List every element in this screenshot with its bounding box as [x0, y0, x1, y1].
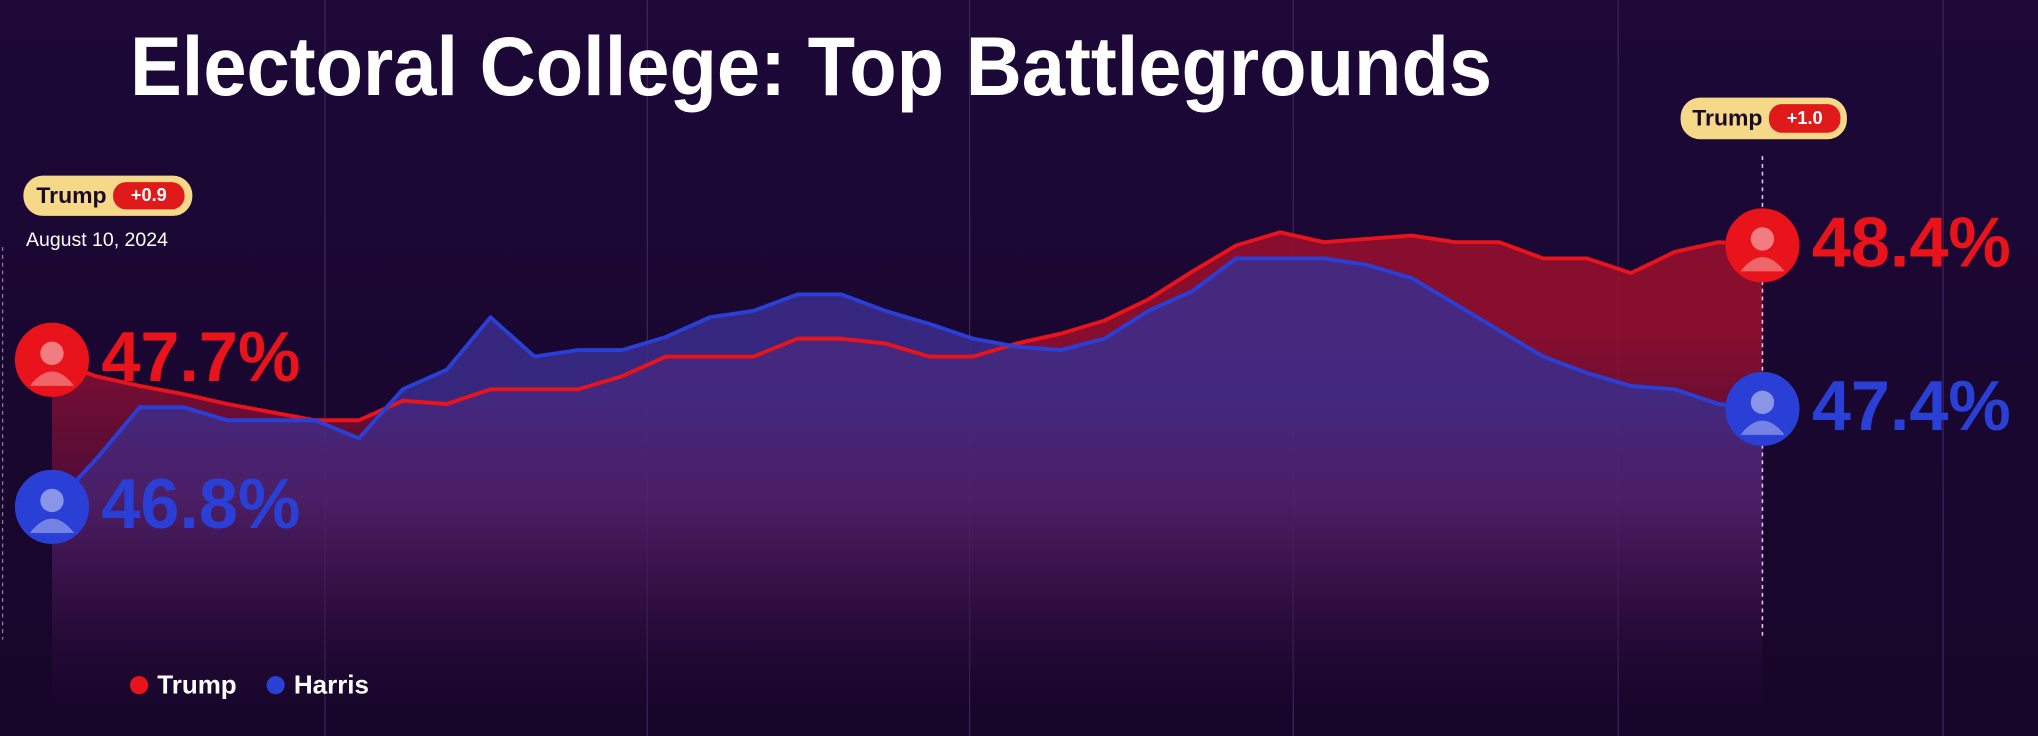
legend-swatch — [266, 676, 285, 695]
marker-body — [1740, 257, 1785, 272]
badge-lead: +1.0 — [1787, 108, 1823, 128]
marker-body — [29, 518, 75, 533]
marker-face — [40, 488, 64, 513]
marker-face — [1750, 227, 1775, 251]
badge-lead: +0.9 — [131, 185, 167, 205]
value-label: 47.4% — [1812, 366, 2011, 445]
plot — [50, 230, 1763, 736]
chart-title: Electoral College: Top Battlegrounds — [130, 20, 1492, 113]
legend: Trump Harris — [129, 669, 369, 699]
legend-swatch — [129, 676, 149, 695]
line — [50, 256, 1763, 509]
line — [51, 230, 1763, 423]
marker — [1725, 208, 1800, 283]
marker — [1725, 371, 1800, 446]
badge-pill — [113, 182, 185, 210]
right-badge: Trump +1.0 — [1680, 97, 1847, 140]
endpoint-markers: 47.7% 48.4% 46.8% 47.4% — [14, 203, 2011, 544]
value-label: 47.7% — [101, 317, 300, 396]
value-label: 48.4% — [1812, 203, 2011, 282]
marker-body — [1740, 420, 1785, 435]
badge-leader: Trump — [36, 183, 106, 208]
marker — [14, 322, 90, 397]
legend-label: Harris — [294, 669, 369, 699]
marker — [14, 469, 90, 544]
badge-pill — [1768, 104, 1841, 133]
area — [51, 258, 1763, 736]
left-badge: Trump +0.9 August 10, 2024 — [23, 175, 193, 251]
marker-face — [40, 341, 64, 366]
date-label: August 10, 2024 — [26, 229, 168, 251]
legend-label: Trump — [157, 669, 236, 699]
badge-leader: Trump — [1692, 106, 1762, 131]
marker-face — [1750, 390, 1775, 415]
marker-body — [29, 371, 75, 386]
value-label: 46.8% — [101, 464, 300, 543]
